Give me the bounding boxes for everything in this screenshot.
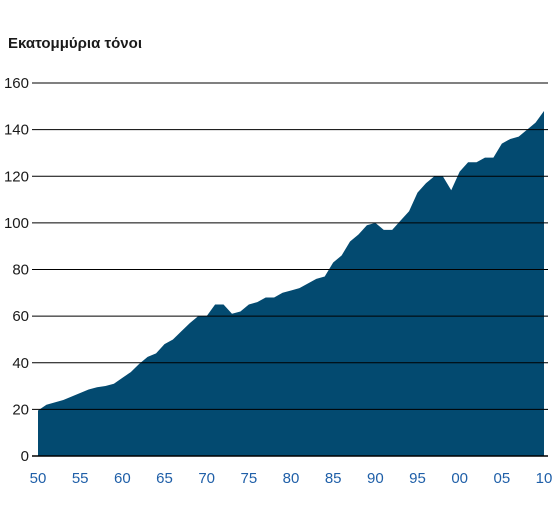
area-fill — [38, 110, 544, 456]
y-axis-ticks: 0 20 40 60 80 100 120 140 160 — [4, 75, 29, 465]
x-tick-label: 60 — [114, 470, 131, 487]
y-tick-label: 140 — [4, 122, 29, 139]
area-series — [38, 110, 544, 456]
x-tick-label: 85 — [325, 470, 342, 487]
y-tick-label: 160 — [4, 75, 29, 92]
x-tick-label: 50 — [30, 470, 47, 487]
x-tick-label: 65 — [156, 470, 173, 487]
y-tick-label: 100 — [4, 215, 29, 232]
x-tick-label: 05 — [493, 470, 510, 487]
x-tick-label: 80 — [283, 470, 300, 487]
x-tick-label: 10 — [536, 470, 553, 487]
x-tick-label: 90 — [367, 470, 384, 487]
x-tick-label: 75 — [240, 470, 257, 487]
y-tick-label: 120 — [4, 168, 29, 185]
x-tick-label: 55 — [72, 470, 89, 487]
gridlines — [32, 82, 548, 457]
x-tick-label: 95 — [409, 470, 426, 487]
y-tick-label: 20 — [12, 401, 29, 418]
y-tick-label: 80 — [12, 262, 29, 279]
x-tick-label: 00 — [451, 470, 468, 487]
x-tick-label: 70 — [198, 470, 215, 487]
y-tick-label: 0 — [21, 448, 29, 465]
x-axis-ticks: 50 55 60 65 70 75 80 85 90 95 00 05 10 — [30, 470, 553, 487]
y-tick-label: 60 — [12, 308, 29, 325]
y-tick-label: 40 — [12, 355, 29, 372]
y-axis-label: Εκατομμύρια τόνοι — [8, 35, 142, 52]
